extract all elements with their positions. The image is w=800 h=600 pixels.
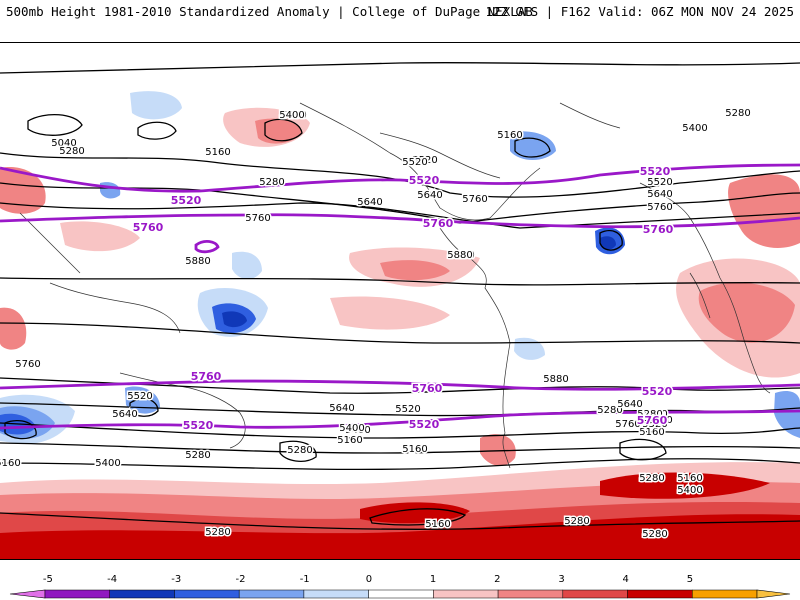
height-label: 5280 xyxy=(185,450,210,461)
colorbar-swatch xyxy=(692,589,758,599)
height-label: 5520 xyxy=(412,155,437,166)
height-label: 5280 xyxy=(725,108,750,119)
colorbar-swatch xyxy=(174,589,240,599)
5520-5760-contours xyxy=(0,163,800,430)
colorbar-swatch xyxy=(497,589,564,599)
purple-height-label: 5520 xyxy=(409,174,440,187)
height-label: 5040 xyxy=(51,138,76,149)
height-label: 5640 xyxy=(417,190,442,201)
purple-height-label: 5760 xyxy=(637,414,668,427)
colorbar-tick-label: -4 xyxy=(107,574,117,585)
colorbar-tick-label: 2 xyxy=(494,574,500,585)
colorbar-tick-label: 1 xyxy=(430,574,436,585)
height-label: 5280 xyxy=(642,529,667,540)
colorbar-tick-label: -5 xyxy=(43,574,53,585)
height-label: 5400 xyxy=(281,110,306,121)
anomaly-map: 5160528054005040528051605280540055205640… xyxy=(0,42,800,560)
height-label: 5280 xyxy=(59,146,84,157)
height-label: 5880 xyxy=(543,374,568,385)
colorbar-swatch xyxy=(627,589,693,599)
height-label: 5400 xyxy=(339,423,364,434)
height-label: 5760 xyxy=(647,202,672,213)
height-label: 5760 xyxy=(462,194,487,205)
height-label: 5160 xyxy=(205,147,230,158)
colorbar-arrow-right xyxy=(756,589,791,599)
height-label: 5640 xyxy=(329,403,354,414)
height-label: 5160 xyxy=(337,435,362,446)
coastlines xyxy=(19,102,771,469)
colorbar-tick-label: -2 xyxy=(236,574,246,585)
map-title: 500mb Height 1981-2010 Standardized Anom… xyxy=(6,4,533,19)
colorbar-swatch xyxy=(562,589,628,599)
purple-height-label: 5760 xyxy=(412,382,443,395)
contour-labels: 5160528054005040528051605280540055205640… xyxy=(0,107,752,542)
purple-height-label: 5520 xyxy=(642,385,673,398)
colorbar-tick-label: 4 xyxy=(623,574,629,585)
colorbar-tick-label: 0 xyxy=(366,574,372,585)
height-label: 5520 xyxy=(395,404,420,415)
height-label: 5640 xyxy=(357,197,382,208)
colorbar-swatch xyxy=(109,589,175,599)
height-label: 5400 xyxy=(95,458,120,469)
colorbar-tick-label: 3 xyxy=(558,574,564,585)
height-label: 5280 xyxy=(449,250,474,261)
colorbar-swatch xyxy=(303,589,369,599)
height-label: 5400 xyxy=(682,123,707,134)
height-label: 5280 xyxy=(642,409,667,420)
height-label: 5400 xyxy=(677,485,702,496)
height-label: 5640 xyxy=(112,409,137,420)
height-label: 5760 xyxy=(15,359,40,370)
height-label: 5280 xyxy=(597,405,622,416)
height-label: 5880 xyxy=(185,256,210,267)
height-label: 5520 xyxy=(127,391,152,402)
height-label: 5160 xyxy=(677,473,702,484)
height-label: 5280 xyxy=(205,527,230,538)
run-info: 12Z GFS | F162 Valid: 06Z MON NOV 24 202… xyxy=(485,4,794,19)
height-label: 5640 xyxy=(647,189,672,200)
purple-height-label: 5520 xyxy=(409,418,440,431)
height-label: 5160 xyxy=(639,427,664,438)
height-label: 5400 xyxy=(345,425,370,436)
colorbar-tick-label: -1 xyxy=(300,574,310,585)
colorbar-arrow-left xyxy=(9,589,46,599)
purple-height-label: 5760 xyxy=(643,223,674,236)
height-label: 5760 xyxy=(615,419,640,430)
height-label: 5280 xyxy=(564,516,589,527)
height-label: 5880 xyxy=(447,250,472,261)
height-label: 5520 xyxy=(647,415,672,426)
purple-height-label: 5520 xyxy=(171,194,202,207)
purple-height-label: 5520 xyxy=(640,165,671,178)
colorbar-tick-label: -3 xyxy=(171,574,181,585)
purple-height-label: 5760 xyxy=(133,221,164,234)
height-label: 5640 xyxy=(617,399,642,410)
colorbar-swatch xyxy=(368,589,434,599)
height-label: 5280 xyxy=(259,177,284,188)
colorbar-swatch xyxy=(238,589,305,599)
anomaly-colorbar: -5 -4 -3 -2 -1 0 1 2 3 4 5 xyxy=(9,574,791,599)
height-label: 5280 xyxy=(639,473,664,484)
height-label: 5160 xyxy=(402,444,427,455)
purple-height-label: 5520 xyxy=(183,419,214,432)
height-label: 5280 xyxy=(287,445,312,456)
height-label: 5520 xyxy=(642,419,667,430)
colorbar-swatch xyxy=(44,589,110,599)
height-label: 5280 xyxy=(637,409,662,420)
purple-height-label: 5760 xyxy=(423,217,454,230)
height-label: 5160 xyxy=(497,130,522,141)
height-label: 5160 xyxy=(0,458,21,469)
height-label: 5760 xyxy=(245,213,270,224)
height-label: 5520 xyxy=(402,157,427,168)
colorbar-swatch xyxy=(433,589,499,599)
purple-height-label: 5760 xyxy=(191,370,222,383)
height-contours xyxy=(0,61,800,530)
height-label: 5400 xyxy=(279,110,304,121)
height-label: 5160 xyxy=(425,519,450,530)
height-label: 5520 xyxy=(647,177,672,188)
colorbar-tick-label: 5 xyxy=(687,574,693,585)
